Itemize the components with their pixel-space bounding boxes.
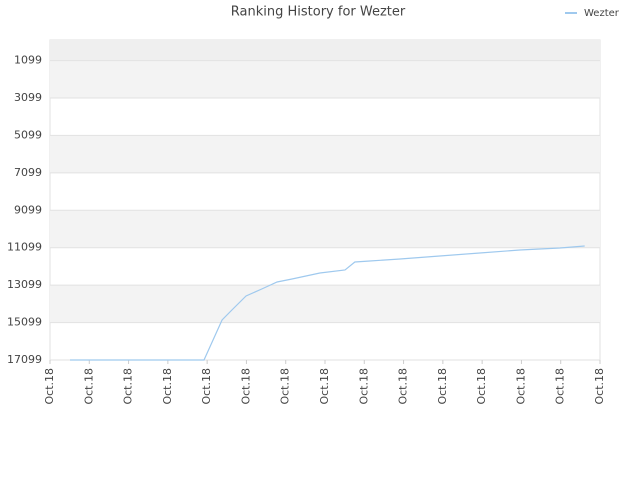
- y-tick-label: 15099: [7, 316, 42, 329]
- y-tick-label: 13099: [7, 278, 42, 291]
- x-tick-label: Oct.18: [122, 368, 135, 405]
- band: [50, 135, 600, 173]
- y-tick-label: 9099: [14, 203, 42, 216]
- x-tick-label: Oct.18: [318, 368, 331, 405]
- x-tick-label: Oct.18: [475, 368, 488, 405]
- x-tick-label: Oct.18: [514, 368, 527, 405]
- y-tick-label: 17099: [7, 353, 42, 366]
- x-tick-label: Oct.18: [43, 368, 56, 405]
- chart-title: Ranking History for Wezter: [231, 5, 406, 20]
- legend-label: Wezter: [584, 8, 620, 19]
- band: [50, 210, 600, 248]
- y-tick-label: 1099: [14, 54, 42, 67]
- x-tick-label: Oct.18: [239, 368, 252, 405]
- x-tick-label: Oct.18: [436, 368, 449, 405]
- band: [50, 285, 600, 323]
- y-tick-label: 11099: [7, 241, 42, 254]
- x-tick-label: Oct.18: [397, 368, 410, 405]
- x-tick-label: Oct.18: [200, 368, 213, 405]
- band: [50, 40, 600, 61]
- x-tick-label: Oct.18: [279, 368, 292, 405]
- line: [70, 245, 585, 361]
- x-tick-label: Oct.18: [554, 368, 567, 405]
- x-tick-label: Oct.18: [161, 368, 174, 405]
- y-tick-label: 3099: [14, 91, 42, 104]
- x-tick-label: Oct.18: [82, 368, 95, 405]
- x-tick-label: Oct.18: [357, 368, 370, 405]
- y-tick-label: 7099: [14, 166, 42, 179]
- y-tick-label: 5099: [14, 128, 42, 141]
- x-tick-label: Oct.18: [593, 368, 606, 405]
- band: [50, 60, 600, 98]
